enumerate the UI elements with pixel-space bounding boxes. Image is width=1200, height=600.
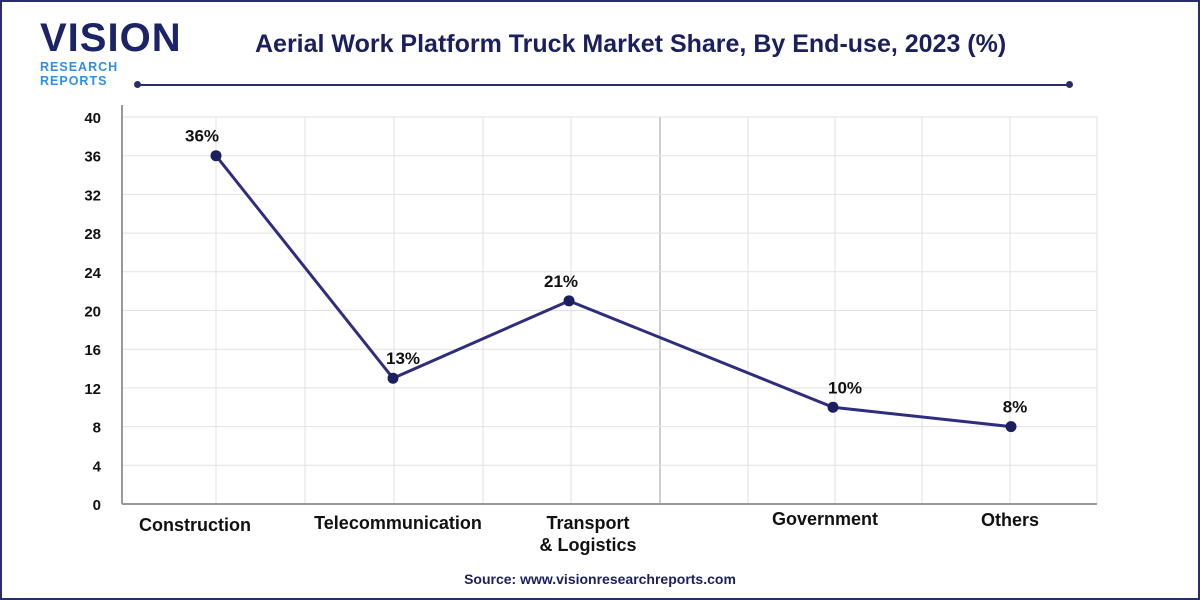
divider-dot-left (134, 81, 141, 88)
series-line (214, 154, 1012, 429)
data-point (210, 150, 222, 162)
data-label: 10% (828, 378, 862, 397)
y-tick-label: 32 (84, 187, 101, 204)
data-label: 21% (544, 272, 578, 291)
data-point (827, 401, 839, 413)
y-tick-label: 8 (93, 420, 101, 437)
y-tick-label: 0 (93, 497, 101, 514)
data-label: 13% (386, 349, 420, 368)
source-note: Source: www.visionresearchreports.com (464, 571, 736, 587)
y-tick-label: 28 (84, 226, 101, 243)
data-label: 8% (1003, 398, 1028, 417)
x-category-label: Transport & Logistics (539, 513, 636, 555)
data-label: 36% (185, 127, 219, 146)
chart-title: Aerial Work Platform Truck Market Share,… (255, 30, 1007, 58)
logo-sub-text: RESEARCH REPORTS (40, 60, 119, 88)
y-tick-label: 4 (93, 458, 102, 475)
x-category-label: Government (772, 509, 878, 529)
y-tick-label: 40 (84, 110, 101, 127)
x-category-label: Construction (139, 515, 251, 535)
y-tick-label: 20 (84, 304, 101, 321)
divider-dot-right (1066, 81, 1073, 88)
y-tick-label: 36 (84, 149, 101, 166)
logo: VISION RESEARCH REPORTS (40, 18, 190, 88)
y-tick-label: 12 (84, 381, 101, 398)
x-category-label: Telecommunication (314, 513, 482, 533)
y-tick-label: 24 (84, 265, 101, 282)
y-tick-label: 16 (84, 342, 101, 359)
title-divider (137, 84, 1069, 86)
logo-main-text: VISION (40, 16, 182, 60)
x-category-label: Others (981, 510, 1039, 530)
data-point (563, 295, 575, 307)
data-point (387, 372, 399, 384)
data-point (1005, 421, 1017, 433)
